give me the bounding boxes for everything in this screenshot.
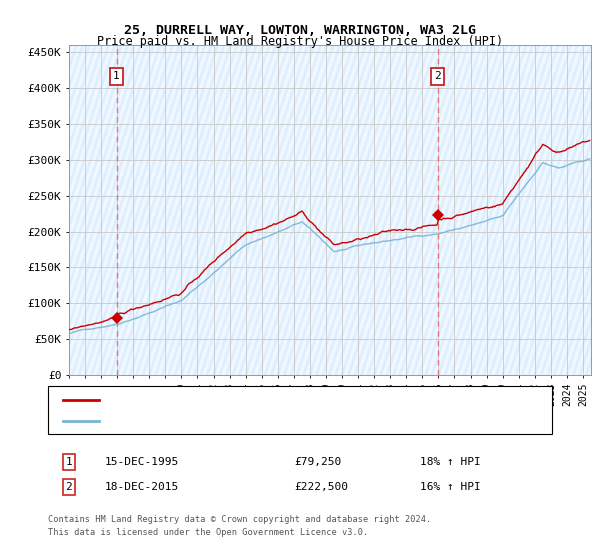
Text: Contains HM Land Registry data © Crown copyright and database right 2024.: Contains HM Land Registry data © Crown c… (48, 515, 431, 524)
Text: £79,250: £79,250 (294, 457, 341, 467)
Text: HPI: Average price, detached house, Wigan: HPI: Average price, detached house, Wiga… (105, 416, 351, 426)
Text: 1: 1 (65, 457, 73, 467)
Text: 25, DURRELL WAY, LOWTON, WARRINGTON, WA3 2LG: 25, DURRELL WAY, LOWTON, WARRINGTON, WA3… (124, 24, 476, 38)
Text: This data is licensed under the Open Government Licence v3.0.: This data is licensed under the Open Gov… (48, 528, 368, 537)
Text: 1: 1 (113, 71, 120, 81)
Text: 2: 2 (65, 482, 73, 492)
Text: £222,500: £222,500 (294, 482, 348, 492)
Text: 16% ↑ HPI: 16% ↑ HPI (420, 482, 481, 492)
Text: 2: 2 (434, 71, 441, 81)
Text: 18-DEC-2015: 18-DEC-2015 (105, 482, 179, 492)
Text: 15-DEC-1995: 15-DEC-1995 (105, 457, 179, 467)
Text: 18% ↑ HPI: 18% ↑ HPI (420, 457, 481, 467)
Text: Price paid vs. HM Land Registry's House Price Index (HPI): Price paid vs. HM Land Registry's House … (97, 35, 503, 49)
Text: 25, DURRELL WAY, LOWTON, WARRINGTON, WA3 2LG (detached house): 25, DURRELL WAY, LOWTON, WARRINGTON, WA3… (105, 395, 471, 405)
